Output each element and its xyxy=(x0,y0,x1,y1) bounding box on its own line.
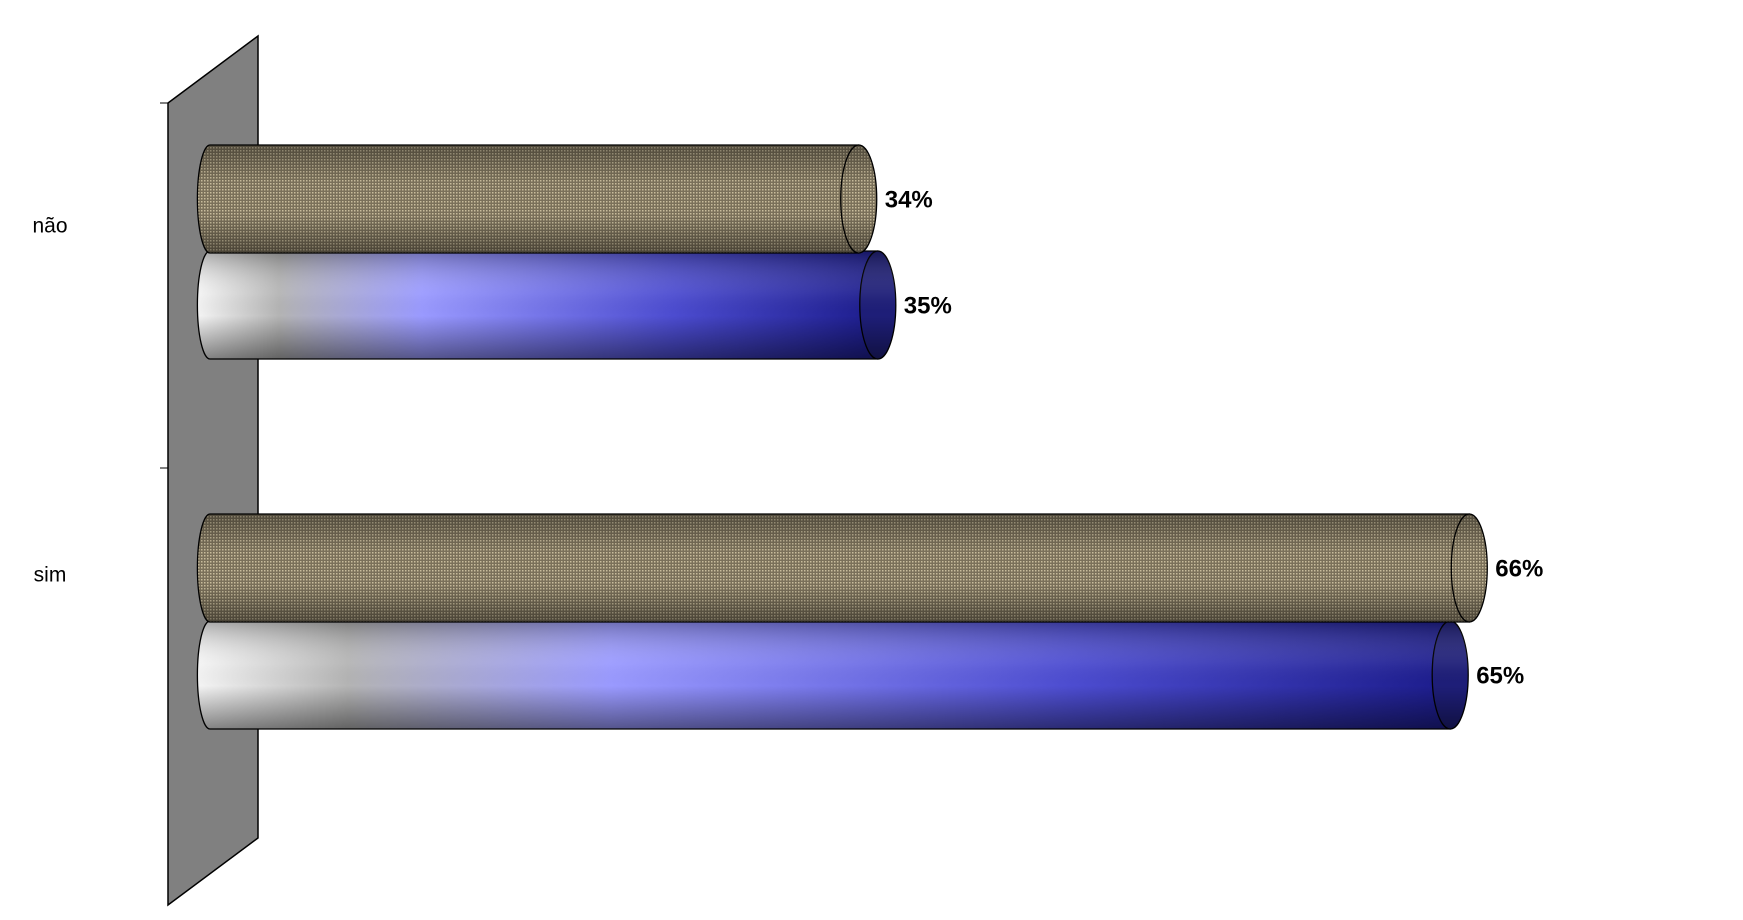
bar xyxy=(196,250,897,360)
data-label: 35% xyxy=(904,292,952,319)
category-label: não xyxy=(32,215,67,238)
bar xyxy=(196,620,1469,730)
category-label: sim xyxy=(34,564,67,587)
data-label: 34% xyxy=(885,186,933,213)
bar xyxy=(196,513,1488,623)
data-label: 66% xyxy=(1495,555,1543,582)
data-label: 65% xyxy=(1476,662,1524,689)
bar xyxy=(196,144,878,254)
